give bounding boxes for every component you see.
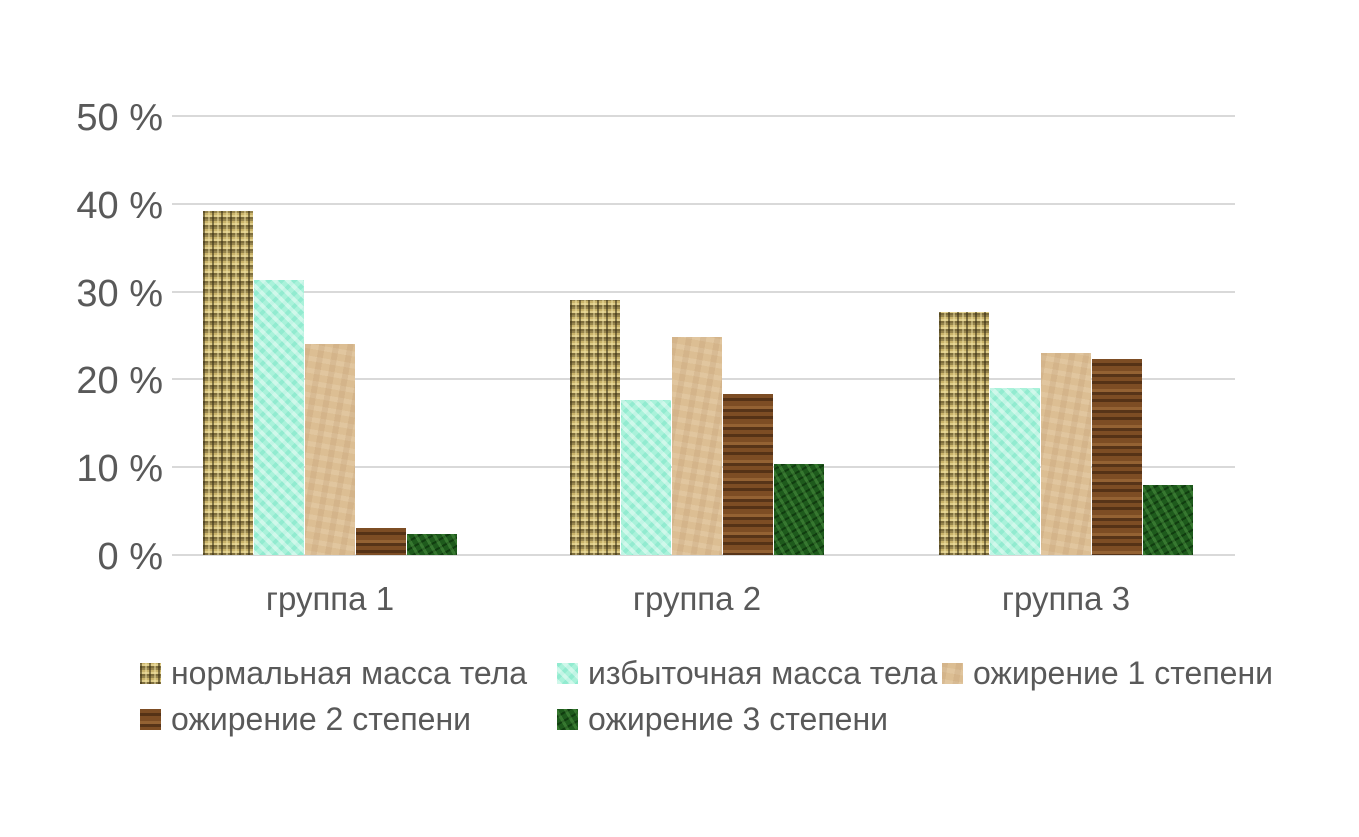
legend-item: избыточная масса тела xyxy=(557,654,938,691)
legend-swatch-icon xyxy=(140,708,161,730)
y-axis-tick-label: 10 % xyxy=(76,448,163,491)
legend-swatch-icon xyxy=(942,662,963,684)
gridline xyxy=(172,554,1235,556)
bar-category2-series4 xyxy=(723,394,773,555)
legend-item: нормальная масса тела xyxy=(140,654,528,691)
bar-category2-series3 xyxy=(672,337,722,555)
bar-category2-series5 xyxy=(774,464,824,555)
x-axis-category-label: группа 3 xyxy=(1001,580,1131,617)
gridline xyxy=(172,115,1235,117)
bar-category1-series4 xyxy=(356,528,406,555)
legend-swatch-icon xyxy=(557,662,578,684)
bar-category1-series2 xyxy=(254,280,304,555)
legend-item: ожирение 3 степени xyxy=(557,700,888,737)
legend-item-label: ожирение 1 степени xyxy=(973,654,1273,691)
bar-category3-series3 xyxy=(1041,353,1091,555)
bar-category3-series2 xyxy=(990,388,1040,555)
bar-category3-series4 xyxy=(1092,359,1142,555)
legend-item: ожирение 2 степени xyxy=(140,700,471,737)
legend-swatch-icon xyxy=(140,662,161,684)
bar-category3-series1 xyxy=(939,312,989,555)
y-axis-tick-label: 50 % xyxy=(76,97,163,139)
legend-item-label: избыточная масса тела xyxy=(588,654,938,691)
y-axis-tick-label: 20 % xyxy=(76,360,163,403)
y-axis-tick-label: 30 % xyxy=(76,272,163,315)
legend-item-label: нормальная масса тела xyxy=(171,654,528,691)
x-axis-category-label: группа 2 xyxy=(632,580,762,617)
bar-category3-series5 xyxy=(1143,485,1193,555)
bar-category2-series1 xyxy=(570,300,620,555)
legend-swatch-icon xyxy=(557,708,578,730)
y-axis-tick-label: 40 % xyxy=(76,184,163,227)
gridline xyxy=(172,290,1235,293)
x-axis-category-label: группа 1 xyxy=(265,580,395,617)
legend-item-label: ожирение 3 степени xyxy=(588,700,888,737)
bar-category2-series2 xyxy=(621,400,671,555)
bar-category1-series1 xyxy=(203,211,253,555)
legend-item: ожирение 1 степени xyxy=(942,654,1273,691)
gridline xyxy=(172,202,1235,205)
bar-category1-series5 xyxy=(407,534,457,555)
y-axis-tick-label: 0 % xyxy=(97,536,163,578)
legend-item-label: ожирение 2 степени xyxy=(171,700,471,737)
bar-category1-series3 xyxy=(305,344,355,555)
